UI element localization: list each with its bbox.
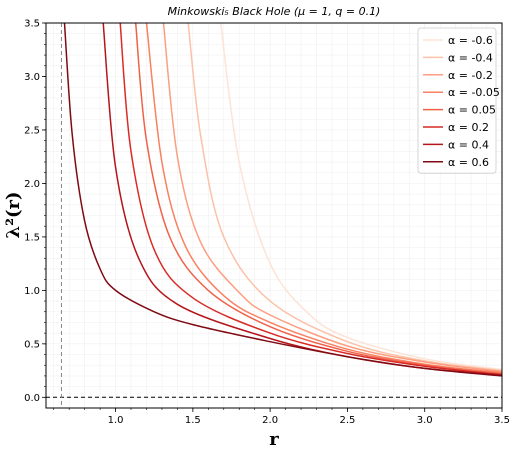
y-tick-label: 3.0 [24,72,40,83]
x-tick-label: 3.5 [494,415,510,426]
series-line-3 [162,23,502,373]
y-tick-label: 0.5 [24,339,40,350]
y-tick-label: 1.5 [24,232,40,243]
series-line-8 [63,23,502,377]
y-tick-label: 1.0 [24,286,40,297]
series-line-5 [134,23,502,375]
gridlines [46,22,503,408]
y-tick-label: 0.0 [24,393,40,404]
x-tick-label: 1.5 [185,415,201,426]
legend-label: α = -0.4 [448,51,493,64]
x-tick-label: 3.0 [417,415,433,426]
legend-label: α = 0.2 [448,121,489,134]
series-line-6 [119,23,502,376]
y-axis-label: λ²(r) [3,191,24,238]
legend-label: α = 0.05 [448,104,496,117]
y-tick-label: 2.5 [24,125,40,136]
y-axis-ticks: 0.0 0.5 1.0 1.5 2.0 2.5 3.0 3.5 [24,19,46,404]
series-lines [63,23,502,377]
x-axis-label: r [269,429,279,450]
legend-label: α = 0.4 [448,138,489,151]
legend: α = -0.6 α = -0.4 α = -0.2 α = -0.05 α = 0.0… [417,27,500,174]
y-tick-label: 2.0 [24,179,40,190]
series-line-4 [145,23,502,374]
reference-lines [46,23,502,408]
chart-title: Minkowski₅ Black Hole (μ = 1, q = 0.1) [168,5,381,18]
x-tick-label: 2.0 [262,415,278,426]
x-axis-ticks: 1.0 1.5 2.0 2.5 3.0 3.5 [53,408,510,426]
legend-label: α = -0.05 [448,86,500,99]
legend-label: α = -0.6 [448,34,493,47]
legend-label: α = 0.6 [448,156,489,169]
legend-box [417,27,497,174]
x-tick-label: 2.5 [339,415,355,426]
y-tick-label: 3.5 [24,19,40,30]
series-line-1 [219,23,502,371]
legend-label: α = -0.2 [448,69,493,82]
series-line-2 [187,23,502,372]
x-tick-label: 1.0 [108,415,124,426]
